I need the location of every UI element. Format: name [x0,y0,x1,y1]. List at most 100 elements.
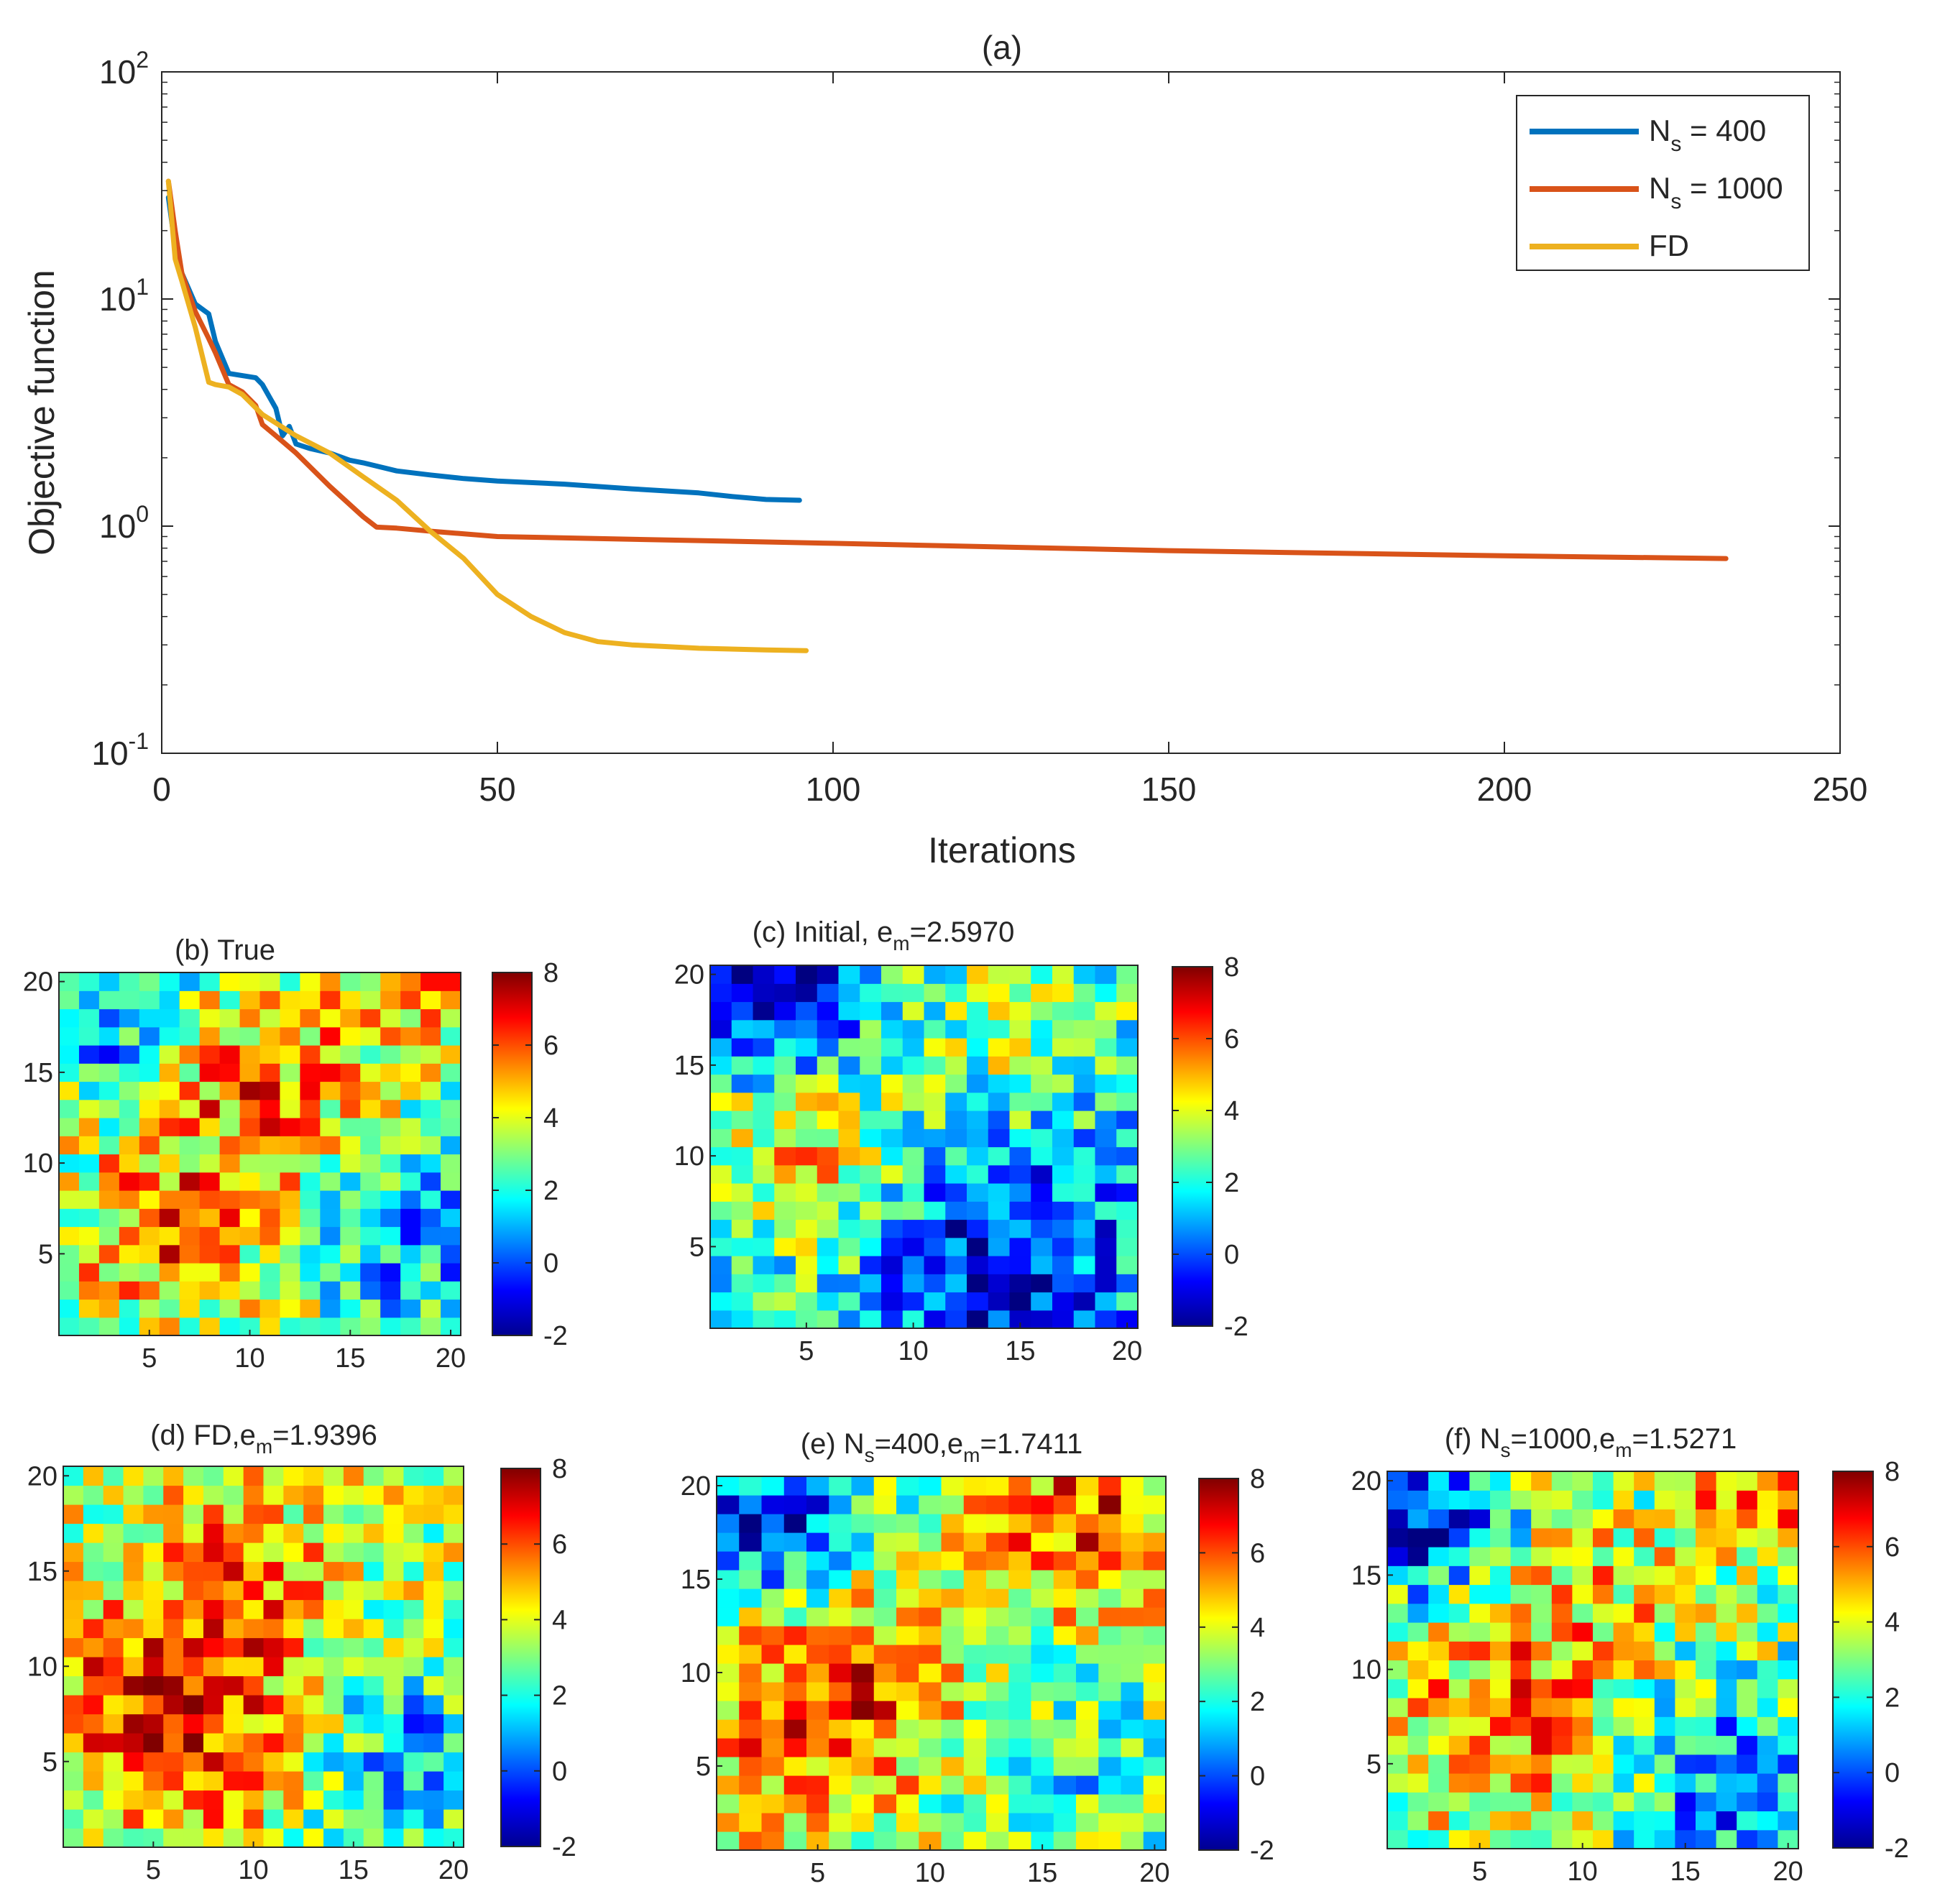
heatmap-cell [1757,1773,1778,1793]
heatmap-cell [761,1813,785,1832]
heatmap-cell [1654,1829,1675,1849]
heatmap-cell [753,1201,775,1220]
heatmap-cell [1737,1490,1758,1510]
heatmap-cell [731,1292,754,1311]
heatmap-cell [710,1219,732,1238]
heatmap-cell [1572,1754,1594,1774]
heatmap-cell [1116,1183,1139,1202]
heatmap-cell [1387,1735,1409,1755]
heatmap-cell [1593,1584,1614,1604]
heatmap-cell [851,1495,875,1514]
heatmap-cell [303,1504,324,1524]
heatmap-cell [283,1790,304,1810]
heatmap-cell [363,1771,385,1791]
heatmap-cell [199,1208,221,1228]
heatmap-cell [1634,1547,1655,1566]
heatmap-cell [753,1256,775,1274]
heatmap-cell [941,1588,965,1608]
heatmap-cell [383,1733,405,1753]
heatmap-cell [1095,1310,1117,1329]
heatmap-cell [1551,1622,1573,1642]
heatmap-cell [1031,1128,1053,1148]
heatmap-cell [243,1599,265,1619]
heatmap-cell [829,1738,852,1757]
heatmap-cell [83,1581,104,1601]
heatmap-cell [1407,1698,1429,1717]
heatmap-cell [243,1752,265,1772]
heatmap-cell [1387,1547,1409,1566]
heatmap-cell [1428,1660,1450,1680]
heatmap-cell [280,990,300,1010]
heatmap-cell [1675,1603,1696,1623]
heatmap-cell [383,1523,405,1543]
heatmap-cell [163,1619,184,1639]
heatmap-cell [199,1172,221,1191]
heatmap-cell [223,1714,244,1734]
heatmap-cell [239,1063,261,1082]
heatmap-cell [223,1771,244,1791]
heatmap-cell [873,1775,897,1795]
heatmap-cell [223,1599,244,1619]
heatmap-cell [179,1099,201,1118]
heatmap-cell [1031,1476,1054,1496]
heatmap-cell [159,1063,180,1082]
heatmap-cell [963,1794,987,1813]
heatmap-cell [1613,1584,1634,1604]
heatmap-cell [400,1118,421,1136]
heatmap-cell [1654,1792,1675,1812]
heatmap-cell [1008,1532,1032,1552]
heatmap-cell [731,1146,754,1166]
heatmap-x-tick-label: 5 [142,1343,157,1374]
heatmap-cell [1531,1584,1553,1604]
heatmap-cell [98,1099,120,1118]
heatmap-cell [420,1136,441,1155]
heatmap-cell [1073,1310,1096,1329]
heatmap-cell [303,1466,324,1486]
heatmap-cell [1009,1001,1031,1021]
heatmap-cell [945,1146,967,1166]
heatmap-cell [259,1190,281,1209]
heatmap-cell [243,1771,265,1791]
heatmap-cell [945,1310,967,1329]
heatmap-cell [300,1008,321,1028]
heatmap-cell [139,1099,160,1118]
heatmap-cell [1448,1509,1470,1529]
heatmap-cell [1031,1682,1054,1701]
heatmap-cell [817,983,840,1003]
heatmap-cell [340,1244,361,1264]
heatmap-cell [323,1828,344,1848]
colorbar-tick-label: -2 [552,1832,576,1862]
heatmap-cell [363,1695,385,1715]
heatmap-cell [1593,1547,1614,1566]
heatmap-cell [1116,1056,1139,1075]
heatmap-cell [98,990,120,1010]
heatmap-cell [59,1226,80,1246]
heatmap-cell [323,1523,344,1543]
heatmap-cell [83,1752,104,1772]
heatmap-cell [1052,1256,1075,1274]
heatmap-cell [300,1136,321,1155]
heatmap-cell [320,1063,341,1082]
heatmap-cell [1031,1201,1053,1220]
heatmap-cell [183,1828,204,1848]
heatmap-cell [1778,1471,1799,1491]
heatmap-cell [860,965,882,984]
heatmap-cell [1095,1074,1117,1093]
heatmap-cell [423,1504,444,1524]
heatmap-cell [1572,1735,1594,1755]
heatmap-cell [963,1476,987,1496]
heatmap-cell [303,1828,324,1848]
heatmap-cell [1490,1660,1512,1680]
heatmap-cell [300,1063,321,1082]
colorbar-tick-label: 2 [1250,1687,1265,1717]
heatmap-cell [1121,1570,1144,1589]
heatmap-cell [919,1626,942,1645]
heatmap-cell [1031,1092,1053,1111]
heatmap-cell [139,1226,160,1246]
legend-box [1516,95,1810,271]
heatmap-cell [963,1813,987,1832]
heatmap-cell [851,1607,875,1627]
colorbar-tick-label: 4 [1885,1608,1900,1638]
heatmap-cell [988,1056,1011,1075]
heatmap-cell [851,1588,875,1608]
